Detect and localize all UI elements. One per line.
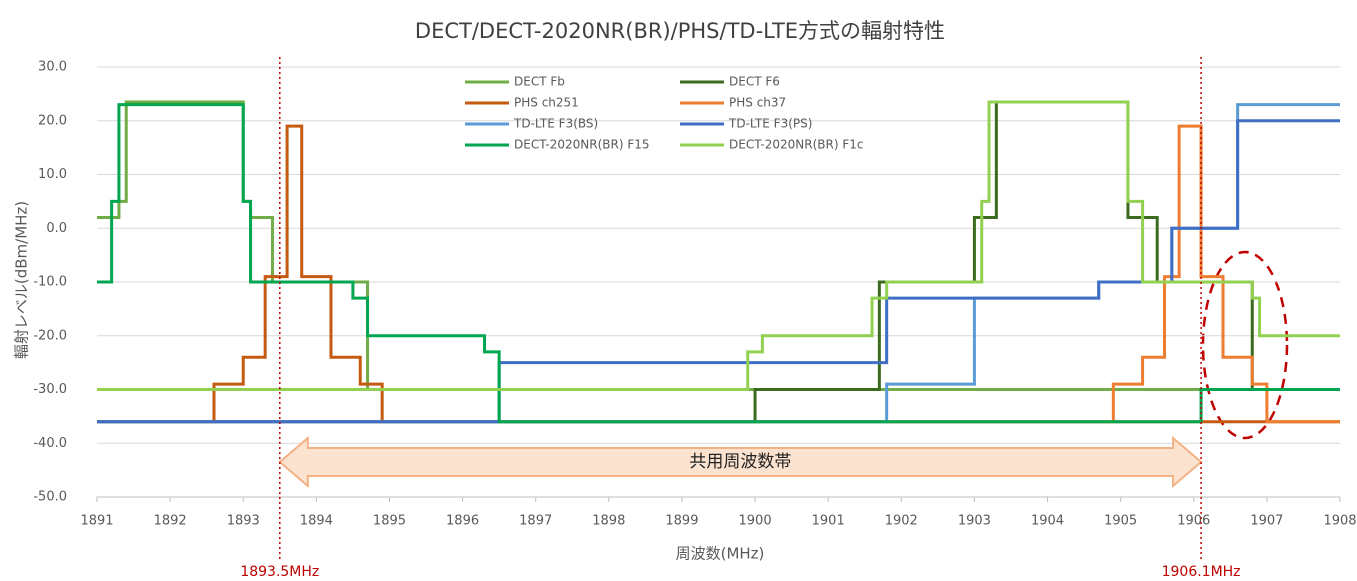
legend-label: TD-LTE F3(BS) bbox=[513, 117, 598, 131]
series-line bbox=[97, 124, 1340, 424]
x-tick-label: 1895 bbox=[373, 514, 406, 529]
x-tick-label: 1898 bbox=[592, 514, 625, 529]
series-line bbox=[97, 124, 1340, 424]
x-tick-label: 1904 bbox=[1031, 514, 1064, 529]
legend-label: DECT Fb bbox=[514, 75, 565, 89]
y-tick-label: -20.0 bbox=[33, 328, 67, 343]
x-tick-label: 1902 bbox=[885, 514, 918, 529]
legend-label: TD-LTE F3(PS) bbox=[728, 117, 812, 131]
legend-label: PHS ch37 bbox=[729, 96, 786, 110]
legend-label: DECT F6 bbox=[729, 75, 780, 89]
x-tick-label: 1900 bbox=[739, 514, 772, 529]
legend-label: PHS ch251 bbox=[514, 96, 579, 110]
x-tick-label: 1893 bbox=[227, 514, 260, 529]
x-axis-title: 周波数(MHz) bbox=[676, 545, 765, 563]
y-tick-label: 0.0 bbox=[46, 221, 67, 236]
annotation-label: 1893.5MHz bbox=[240, 564, 319, 580]
series-line bbox=[97, 119, 1340, 424]
series-line bbox=[97, 103, 1340, 424]
x-tick-label: 1897 bbox=[519, 514, 552, 529]
y-tick-label: -40.0 bbox=[33, 436, 67, 451]
y-tick-label: -10.0 bbox=[33, 275, 67, 290]
x-tick-label: 1906 bbox=[1177, 514, 1210, 529]
y-tick-label: 20.0 bbox=[38, 113, 67, 128]
series-line bbox=[97, 100, 1340, 391]
series-line bbox=[97, 103, 1340, 424]
x-tick-label: 1896 bbox=[446, 514, 479, 529]
y-tick-label: -30.0 bbox=[33, 382, 67, 397]
x-tick-label: 1894 bbox=[300, 514, 333, 529]
y-tick-label: 30.0 bbox=[38, 60, 67, 75]
y-tick-label: 10.0 bbox=[38, 167, 67, 182]
x-tick-label: 1908 bbox=[1323, 514, 1356, 529]
highlight-ellipse bbox=[1201, 250, 1289, 440]
y-axis-title: 輻射レベル(dBm/MHz) bbox=[13, 201, 31, 359]
x-tick-label: 1907 bbox=[1250, 514, 1283, 529]
series-line bbox=[97, 100, 1340, 424]
chart-title: DECT/DECT-2020NR(BR)/PHS/TD-LTE方式の輻射特性 bbox=[415, 19, 945, 43]
x-tick-label: 1905 bbox=[1104, 514, 1137, 529]
y-tick-label: -50.0 bbox=[33, 490, 67, 505]
annotation-label: 1906.1MHz bbox=[1162, 564, 1241, 580]
band-arrow-label: 共用周波数帯 bbox=[689, 452, 791, 472]
x-tick-label: 1903 bbox=[958, 514, 991, 529]
x-tick-label: 1899 bbox=[665, 514, 698, 529]
legend-label: DECT-2020NR(BR) F1c bbox=[729, 138, 864, 152]
legend-label: DECT-2020NR(BR) F15 bbox=[514, 138, 650, 152]
x-tick-label: 1891 bbox=[80, 514, 113, 529]
x-tick-label: 1892 bbox=[154, 514, 187, 529]
x-tick-label: 1901 bbox=[812, 514, 845, 529]
